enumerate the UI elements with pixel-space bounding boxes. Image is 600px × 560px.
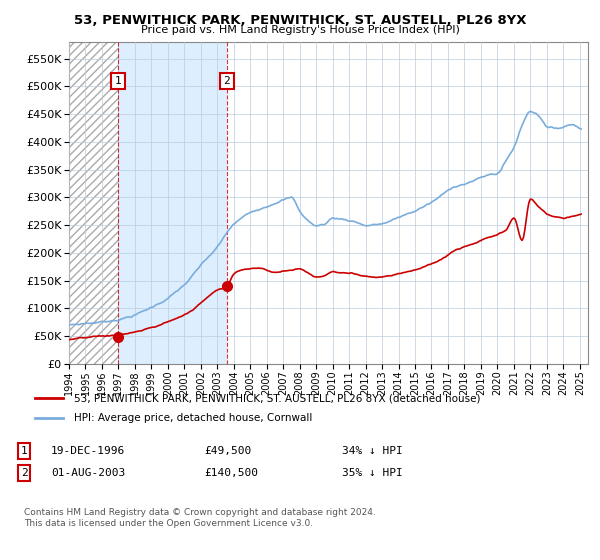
Text: 1: 1	[115, 76, 121, 86]
Bar	[118, 42, 227, 364]
Text: 01-AUG-2003: 01-AUG-2003	[51, 468, 125, 478]
Text: 35% ↓ HPI: 35% ↓ HPI	[342, 468, 403, 478]
Text: HPI: Average price, detached house, Cornwall: HPI: Average price, detached house, Corn…	[74, 413, 313, 423]
Text: 53, PENWITHICK PARK, PENWITHICK, ST. AUSTELL, PL26 8YX: 53, PENWITHICK PARK, PENWITHICK, ST. AUS…	[74, 14, 526, 27]
Text: 34% ↓ HPI: 34% ↓ HPI	[342, 446, 403, 456]
Text: Contains HM Land Registry data © Crown copyright and database right 2024.
This d: Contains HM Land Registry data © Crown c…	[24, 508, 376, 528]
Text: £49,500: £49,500	[204, 446, 251, 456]
Text: £140,500: £140,500	[204, 468, 258, 478]
Text: 2: 2	[20, 468, 28, 478]
Text: 2: 2	[223, 76, 230, 86]
Text: 19-DEC-1996: 19-DEC-1996	[51, 446, 125, 456]
Text: 53, PENWITHICK PARK, PENWITHICK, ST. AUSTELL, PL26 8YX (detached house): 53, PENWITHICK PARK, PENWITHICK, ST. AUS…	[74, 393, 481, 403]
Text: 1: 1	[20, 446, 28, 456]
Text: Price paid vs. HM Land Registry's House Price Index (HPI): Price paid vs. HM Land Registry's House …	[140, 25, 460, 35]
